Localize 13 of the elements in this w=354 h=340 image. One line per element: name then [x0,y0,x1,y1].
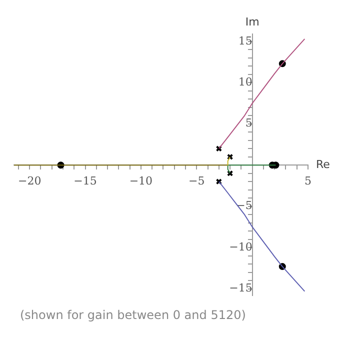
y-tick-label: −5 [236,199,252,212]
y-tick-label: −10 [229,240,252,254]
y-axis-title: Im [245,15,260,28]
x-tick-label: −5 [188,174,205,188]
y-tick-label: 10 [238,76,252,89]
y-tick-label: −15 [229,282,252,295]
x-axis-title: Re [316,158,330,171]
x-tick-label: −10 [129,174,153,188]
y-tick-label: 15 [238,34,252,48]
x-tick-label: 5 [304,174,312,188]
x-tick-label: −15 [74,174,97,188]
text: (shown for gain between 0 and 5120) [20,308,247,322]
x-tick-label: −20 [18,174,42,188]
